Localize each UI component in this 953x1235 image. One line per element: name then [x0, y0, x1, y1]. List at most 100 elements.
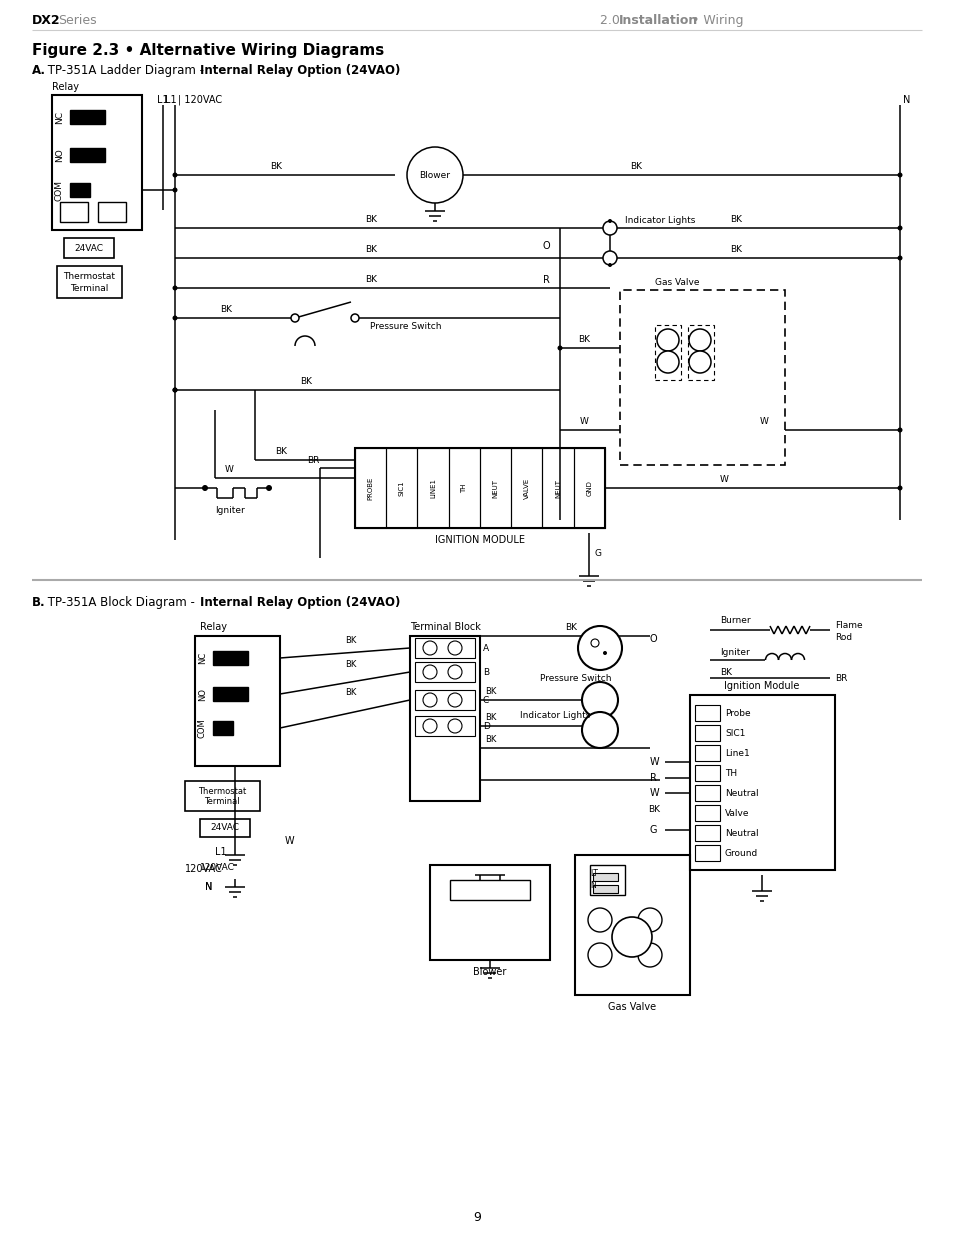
- Text: BK: BK: [274, 447, 287, 456]
- Circle shape: [202, 485, 208, 492]
- Text: BK: BK: [729, 245, 741, 253]
- Text: Blower: Blower: [419, 170, 450, 179]
- Bar: [655, 325, 680, 380]
- Text: BR: BR: [834, 673, 846, 683]
- Text: BK: BK: [299, 377, 312, 385]
- Text: NO: NO: [198, 688, 207, 700]
- Text: A: A: [482, 643, 489, 652]
- Circle shape: [172, 388, 177, 393]
- Text: Burner: Burner: [720, 615, 750, 625]
- Text: Thermostat: Thermostat: [197, 787, 246, 795]
- Text: BK: BK: [270, 162, 282, 170]
- Bar: [355, 448, 604, 529]
- Text: Terminal: Terminal: [70, 284, 108, 293]
- Circle shape: [422, 641, 436, 655]
- Text: BK: BK: [345, 636, 356, 645]
- Bar: [573, 448, 604, 529]
- Text: NO: NO: [55, 148, 64, 162]
- Text: W: W: [285, 836, 294, 846]
- Text: LINE1: LINE1: [430, 478, 436, 498]
- Circle shape: [578, 626, 621, 671]
- Circle shape: [612, 918, 651, 957]
- Text: Terminal Block: Terminal Block: [409, 622, 480, 632]
- Text: TH: TH: [724, 768, 737, 778]
- Text: Ignition Module: Ignition Module: [723, 680, 799, 692]
- Text: Terminal: Terminal: [204, 798, 239, 806]
- Bar: [70, 183, 90, 198]
- Text: N: N: [205, 882, 213, 892]
- Bar: [213, 687, 248, 701]
- Text: BK: BK: [629, 162, 641, 170]
- Circle shape: [657, 329, 679, 351]
- Text: L1: L1: [214, 847, 227, 857]
- Text: BK: BK: [484, 735, 496, 743]
- Circle shape: [581, 682, 618, 718]
- Text: B: B: [482, 667, 489, 677]
- Text: BK: BK: [345, 688, 356, 697]
- Bar: [386, 448, 417, 529]
- Text: W: W: [649, 757, 659, 767]
- Circle shape: [688, 351, 710, 373]
- Text: VALVE: VALVE: [523, 478, 529, 499]
- Circle shape: [638, 908, 661, 932]
- Text: W: W: [579, 416, 588, 426]
- Circle shape: [607, 219, 612, 224]
- Circle shape: [448, 693, 461, 706]
- Text: Rod: Rod: [834, 632, 851, 641]
- Bar: [589, 864, 624, 895]
- Circle shape: [448, 641, 461, 655]
- Circle shape: [448, 719, 461, 734]
- Text: TH: TH: [461, 483, 467, 493]
- Bar: [593, 873, 618, 881]
- Circle shape: [422, 693, 436, 706]
- Text: Relay: Relay: [200, 622, 227, 632]
- Text: LT: LT: [589, 868, 598, 878]
- Text: D: D: [482, 721, 489, 730]
- Bar: [542, 448, 573, 529]
- Text: Valve: Valve: [724, 809, 749, 818]
- Circle shape: [172, 285, 177, 290]
- Circle shape: [897, 427, 902, 432]
- Text: TP-351A Ladder Diagram -: TP-351A Ladder Diagram -: [44, 63, 208, 77]
- Circle shape: [266, 485, 272, 492]
- Text: Gas Valve: Gas Valve: [655, 278, 699, 287]
- Bar: [695, 725, 720, 741]
- Text: • Wiring: • Wiring: [687, 14, 742, 26]
- Text: DX2: DX2: [32, 14, 61, 26]
- Text: | 120VAC: | 120VAC: [178, 95, 222, 105]
- Circle shape: [291, 314, 298, 322]
- Bar: [695, 745, 720, 761]
- Text: NEUT: NEUT: [492, 478, 498, 498]
- Bar: [57, 266, 122, 298]
- Text: BK: BK: [484, 687, 496, 695]
- Text: TP-351A Block Diagram -: TP-351A Block Diagram -: [44, 595, 198, 609]
- Bar: [695, 805, 720, 821]
- Text: Pressure Switch: Pressure Switch: [539, 673, 611, 683]
- Text: NC: NC: [198, 652, 207, 664]
- Circle shape: [557, 346, 562, 351]
- Circle shape: [897, 256, 902, 261]
- Text: R: R: [542, 275, 549, 285]
- Circle shape: [581, 713, 618, 748]
- Text: Thermostat: Thermostat: [63, 272, 115, 280]
- Circle shape: [407, 147, 462, 203]
- Text: COM: COM: [55, 179, 64, 200]
- Circle shape: [172, 388, 177, 393]
- Bar: [695, 845, 720, 861]
- Bar: [70, 110, 105, 124]
- Circle shape: [897, 226, 902, 231]
- Bar: [194, 636, 280, 766]
- Text: Igniter: Igniter: [720, 647, 749, 657]
- Bar: [695, 825, 720, 841]
- Bar: [415, 716, 475, 736]
- Bar: [52, 95, 142, 230]
- Text: Gas Valve: Gas Valve: [607, 1002, 656, 1011]
- Bar: [415, 662, 475, 682]
- Bar: [511, 448, 542, 529]
- Bar: [695, 764, 720, 781]
- Text: BK: BK: [365, 215, 376, 224]
- Text: BR: BR: [307, 456, 319, 464]
- Text: Blower: Blower: [473, 967, 506, 977]
- Circle shape: [172, 173, 177, 178]
- Text: Probe: Probe: [724, 709, 750, 718]
